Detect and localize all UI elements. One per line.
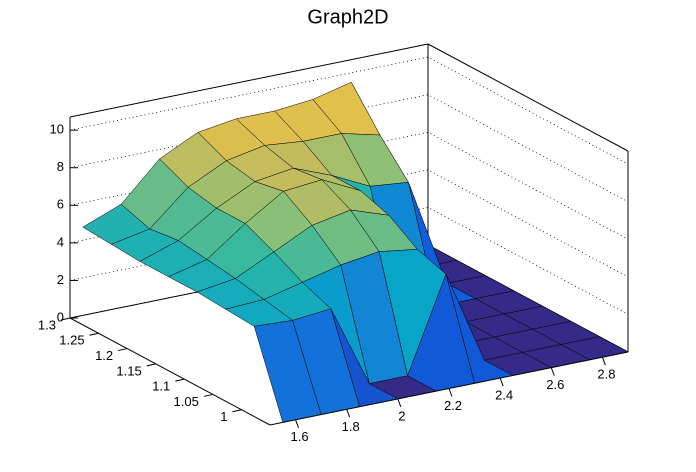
x-tick xyxy=(295,419,300,428)
y-tick xyxy=(146,363,156,367)
x-tick xyxy=(397,398,402,408)
grid-line xyxy=(69,56,629,165)
y-tick-label: 1.3 xyxy=(38,317,56,332)
y-tick xyxy=(89,332,99,336)
y-tick-label: 1.25 xyxy=(59,333,84,348)
grid-line xyxy=(69,206,629,315)
box-edge xyxy=(69,43,429,118)
box-edge xyxy=(427,43,629,152)
y-axis xyxy=(69,317,271,426)
grid-line xyxy=(69,131,629,240)
x-tick xyxy=(499,377,504,387)
y-tick-label: 1.05 xyxy=(174,394,199,409)
y-tick xyxy=(175,378,185,382)
y-tick xyxy=(118,348,128,352)
y-tick xyxy=(60,317,71,321)
grid-line xyxy=(69,169,629,278)
z-tick-label: 8 xyxy=(57,159,64,174)
x-tick-label: 2.6 xyxy=(546,377,564,392)
x-tick xyxy=(550,367,555,376)
x-tick-label: 1.8 xyxy=(342,419,360,434)
z-tick-label: 6 xyxy=(57,197,64,212)
x-tick xyxy=(346,409,351,418)
chart-title: Graph2D xyxy=(307,6,388,28)
y-tick xyxy=(232,409,242,413)
grid-line xyxy=(69,94,629,203)
x-tick-label: 2.4 xyxy=(495,388,513,403)
z-tick-label: 10 xyxy=(50,122,64,137)
y-tick-label: 1.15 xyxy=(116,363,141,378)
x-tick-label: 2.8 xyxy=(597,367,615,382)
y-tick-label: 1.2 xyxy=(95,348,113,363)
z-tick-label: 2 xyxy=(57,272,64,287)
y-tick xyxy=(203,393,213,397)
x-tick xyxy=(448,388,453,397)
x-tick-label: 2 xyxy=(398,408,405,423)
y-tick-label: 1 xyxy=(220,409,227,424)
z-tick-label: 0 xyxy=(57,309,64,324)
x-tick-label: 1.6 xyxy=(291,429,309,444)
y-tick-label: 1.1 xyxy=(152,379,170,394)
z-tick-label: 4 xyxy=(57,234,64,249)
x-tick-label: 2.2 xyxy=(444,398,462,413)
x-tick xyxy=(601,357,606,366)
